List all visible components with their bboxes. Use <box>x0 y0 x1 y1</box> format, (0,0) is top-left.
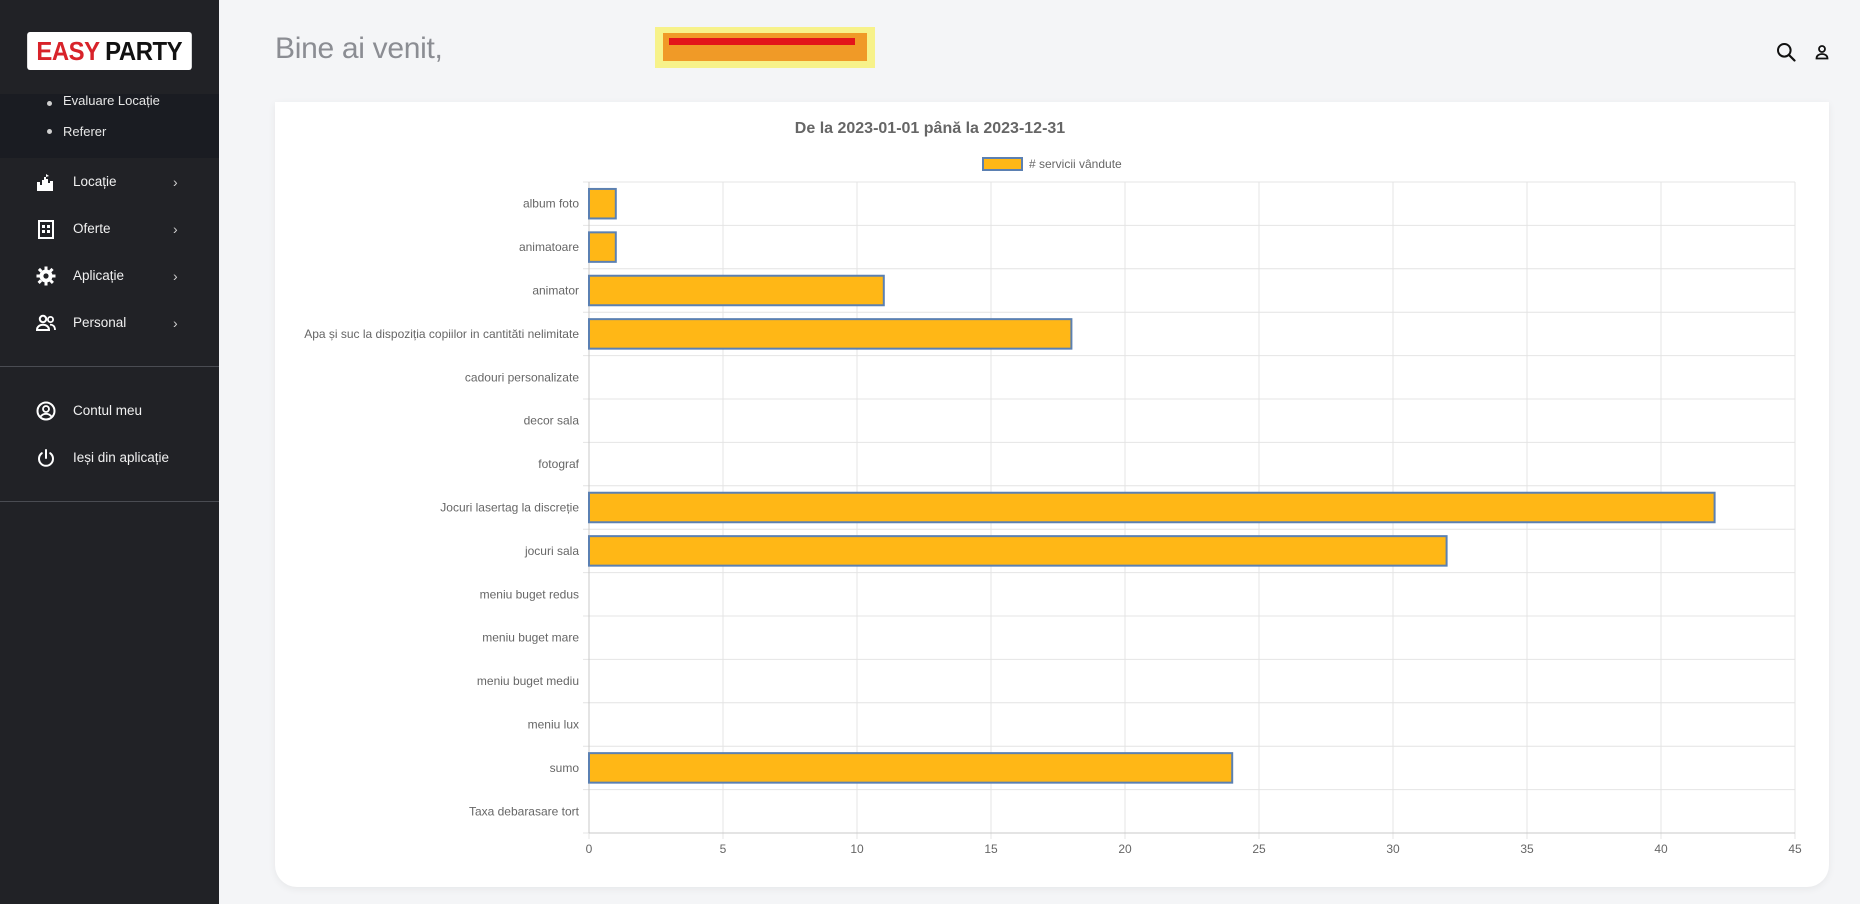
logo-text-party: PARTY <box>105 36 183 66</box>
power-icon <box>35 447 57 469</box>
y-tick-label: jocuri sala <box>524 544 579 558</box>
people-icon <box>35 312 57 334</box>
legend-label: # servicii vândute <box>1029 157 1122 171</box>
search-icon[interactable] <box>1776 42 1796 67</box>
y-tick-label: meniu buget mare <box>482 631 579 645</box>
chevron-right-icon: › <box>173 220 178 237</box>
app-logo[interactable]: EASY PARTY <box>27 32 192 70</box>
submenu-item-referer[interactable]: Referer <box>0 114 219 148</box>
y-tick-label: Apa și suc la dispoziția copiilor in can… <box>304 327 579 341</box>
redaction-mark <box>663 33 867 61</box>
x-tick-label: 25 <box>1252 842 1266 856</box>
sidebar-item-label: Contul meu <box>73 403 143 418</box>
y-tick-label: fotograf <box>538 457 579 471</box>
x-tick-label: 30 <box>1386 842 1400 856</box>
y-tick-label: meniu buget mediu <box>477 674 579 688</box>
chart-legend[interactable]: # servicii vândute <box>982 157 1122 171</box>
redaction-bar <box>669 38 855 45</box>
sidebar-item-logout[interactable]: Ieși din aplicație <box>0 434 219 481</box>
sidebar-item-label: Locație <box>73 174 117 189</box>
sidebar-item-label: Ieși din aplicație <box>73 450 170 465</box>
sidebar-item-label: Aplicație <box>73 268 125 283</box>
chevron-right-icon: › <box>173 173 178 190</box>
y-tick-label: decor sala <box>524 414 580 428</box>
redacted-username <box>655 27 875 68</box>
castle-icon <box>35 171 57 193</box>
bar <box>588 274 885 307</box>
y-tick-label: sumo <box>550 761 580 775</box>
legend-swatch <box>982 157 1023 171</box>
chevron-right-icon: › <box>173 314 178 331</box>
y-tick-label: meniu buget redus <box>480 587 579 601</box>
sidebar-item-oferte[interactable]: Oferte › <box>0 205 219 252</box>
bullet-icon <box>47 101 52 106</box>
bullet-icon <box>47 128 52 134</box>
sidebar-item-aplicatie[interactable]: Aplicație › <box>0 252 219 299</box>
x-tick-label: 45 <box>1788 842 1802 856</box>
x-tick-label: 10 <box>850 842 864 856</box>
bar <box>588 231 617 263</box>
bar <box>588 318 1073 350</box>
chart-title: De la 2023-01-01 până la 2023-12-31 <box>794 120 1066 137</box>
y-tick-label: animatoare <box>519 240 579 254</box>
bar <box>588 752 1234 784</box>
user-circle-icon <box>35 400 57 422</box>
y-tick-label: Taxa debarasare tort <box>469 804 580 818</box>
x-tick-label: 20 <box>1118 842 1132 856</box>
x-tick-label: 0 <box>586 842 593 856</box>
x-tick-label: 15 <box>984 842 998 856</box>
y-tick-label: animator <box>532 284 579 298</box>
bar <box>588 187 617 220</box>
submenu: Evaluare Locație Referer <box>0 94 219 158</box>
top-header: Bine ai venit, <box>219 0 1860 100</box>
submenu-item-label: Evaluare Locație <box>63 94 160 108</box>
gear-icon <box>35 265 57 287</box>
bar <box>588 535 1448 567</box>
sidebar-divider <box>0 366 219 367</box>
sidebar-divider <box>0 501 219 502</box>
submenu-item-label: Referer <box>63 123 107 139</box>
y-tick-label: album foto <box>523 197 579 211</box>
sidebar-item-label: Oferte <box>73 221 111 236</box>
y-tick-label: Jocuri lasertag la discreție <box>440 501 579 515</box>
sidebar-item-contul-meu[interactable]: Contul meu <box>0 387 219 434</box>
sidebar: EASY PARTY Evaluare Locație Referer Locaț… <box>0 0 219 904</box>
sidebar-item-label: Personal <box>73 315 127 330</box>
y-tick-label: meniu lux <box>528 718 579 732</box>
x-tick-label: 40 <box>1654 842 1668 856</box>
x-tick-label: 5 <box>720 842 727 856</box>
user-icon[interactable] <box>1814 44 1830 65</box>
building-icon <box>35 218 57 240</box>
bar <box>588 491 1716 524</box>
x-tick-label: 35 <box>1520 842 1534 856</box>
welcome-text: Bine ai venit, <box>275 32 443 65</box>
y-tick-label: cadouri personalizate <box>465 370 579 384</box>
chevron-right-icon: › <box>173 267 178 284</box>
sidebar-item-personal[interactable]: Personal › <box>0 299 219 346</box>
header-actions <box>1776 42 1830 67</box>
sidebar-item-locatie[interactable]: Locație › <box>0 158 219 205</box>
logo-text-easy: EASY <box>36 36 101 66</box>
logo-container: EASY PARTY <box>0 0 219 102</box>
submenu-item-evaluare-locatie[interactable]: Evaluare Locație <box>0 94 219 114</box>
